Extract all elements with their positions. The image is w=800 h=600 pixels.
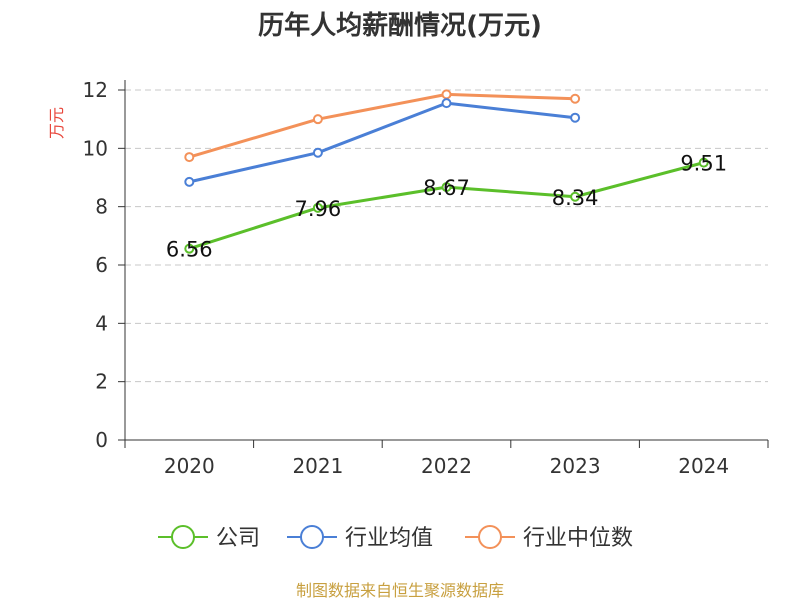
source-note: 制图数据来自恒生聚源数据库 (296, 581, 504, 600)
chart-title: 历年人均薪酬情况(万元) (258, 10, 542, 41)
legend-item[interactable]: 公司 (158, 525, 260, 551)
legend-marker (478, 525, 502, 549)
y-tick-label: 4 (95, 311, 108, 335)
y-tick-label: 12 (83, 78, 108, 102)
data-point[interactable] (441, 89, 452, 100)
data-point[interactable] (184, 152, 195, 163)
legend-item[interactable]: 行业均值 (287, 525, 433, 551)
data-point[interactable] (312, 147, 323, 158)
y-tick-label: 0 (95, 428, 108, 452)
x-tick-labels: 2020 2021 2022 2023 2024 (164, 454, 729, 478)
data-point[interactable] (698, 157, 709, 168)
legend[interactable]: 公司 行业均值 行业中位数 (158, 525, 633, 551)
data-point[interactable] (184, 243, 195, 254)
x-tick-label: 2021 (292, 454, 343, 478)
data-labels: 6.56 7.96 8.67 8.34 9.51 (166, 152, 727, 262)
data-point[interactable] (570, 191, 581, 202)
y-tick-label: 10 (83, 136, 108, 160)
series-line-2 (188, 92, 576, 159)
data-point[interactable] (570, 112, 581, 123)
x-tick-label: 2022 (421, 454, 472, 478)
legend-marker (300, 525, 324, 549)
legend-label: 行业中位数 (523, 526, 633, 551)
axes (118, 80, 769, 448)
y-tick-label: 6 (95, 253, 108, 277)
data-point[interactable] (570, 93, 581, 104)
y-axis-label: 万元 (47, 107, 66, 139)
data-point[interactable] (312, 114, 323, 125)
data-point[interactable] (184, 176, 195, 187)
x-tick-label: 2023 (550, 454, 601, 478)
legend-label: 公司 (216, 526, 260, 551)
x-tick-label: 2024 (678, 454, 729, 478)
data-label: 7.96 (295, 197, 342, 221)
y-tick-label: 8 (95, 195, 108, 219)
series-lines (184, 89, 709, 254)
data-point[interactable] (441, 182, 452, 193)
y-tick-labels: 0 2 4 6 8 10 12 (83, 78, 108, 452)
y-tick-label: 2 (95, 370, 108, 394)
legend-label: 行业均值 (345, 526, 433, 551)
data-point[interactable] (441, 98, 452, 109)
x-tick-label: 2020 (164, 454, 215, 478)
data-label: 6.56 (166, 238, 213, 262)
series-line-1 (188, 101, 576, 184)
data-point[interactable] (312, 202, 323, 213)
data-label: 8.67 (423, 176, 470, 200)
gridlines (125, 89, 768, 383)
legend-item[interactable]: 行业中位数 (465, 525, 633, 551)
data-label: 8.34 (552, 186, 599, 210)
legend-marker (171, 525, 195, 549)
data-label: 9.51 (680, 152, 727, 176)
